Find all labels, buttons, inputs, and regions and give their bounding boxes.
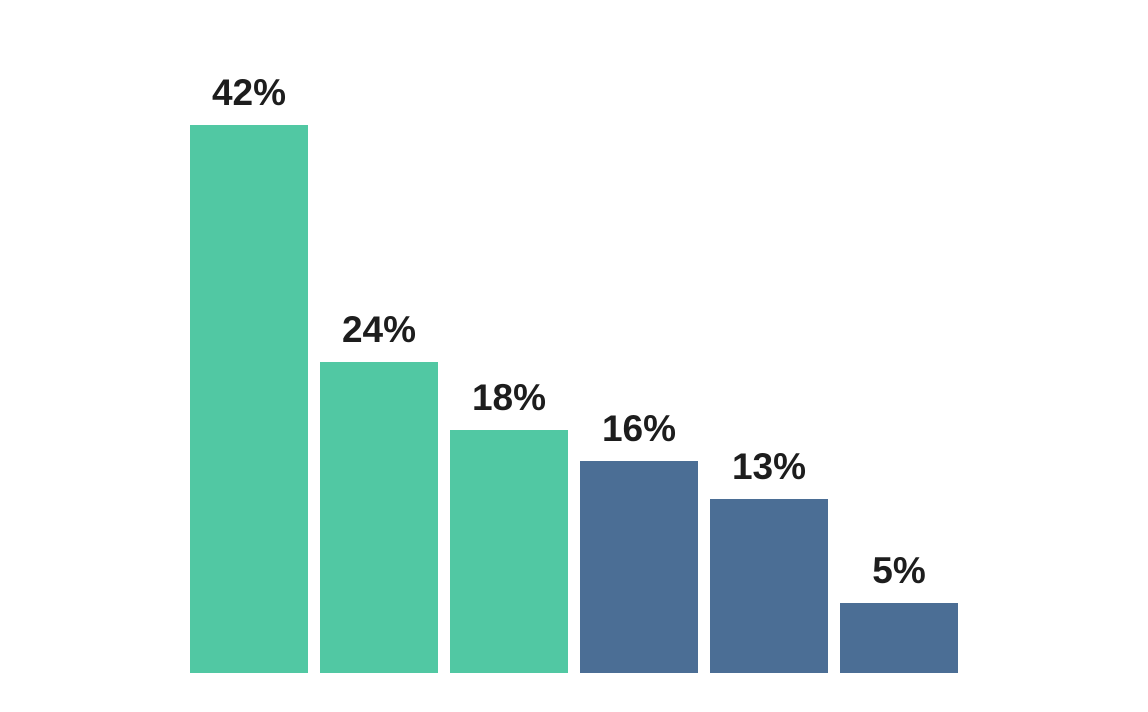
bar-group-1: 42% [190,74,308,673]
bar-6 [840,603,958,673]
bar-value-label-5: 13% [731,446,807,487]
bar-group-2: 24% [320,311,438,673]
bar-3 [450,430,568,673]
bar-4 [580,461,698,673]
bar-group-3: 18% [450,379,568,673]
bar-group-4: 16% [580,410,698,673]
bar-1 [190,125,308,673]
bar-value-label-2: 24% [341,309,417,350]
bar-group-6: 5% [840,552,958,673]
bar-value-label-3: 18% [471,377,547,418]
bar-group-5: 13% [710,448,828,673]
bar-value-label-1: 42% [211,72,287,113]
bar-value-label-4: 16% [601,408,677,449]
bar-5 [710,499,828,673]
bar-value-label-6: 5% [872,550,926,591]
bar-2 [320,362,438,673]
